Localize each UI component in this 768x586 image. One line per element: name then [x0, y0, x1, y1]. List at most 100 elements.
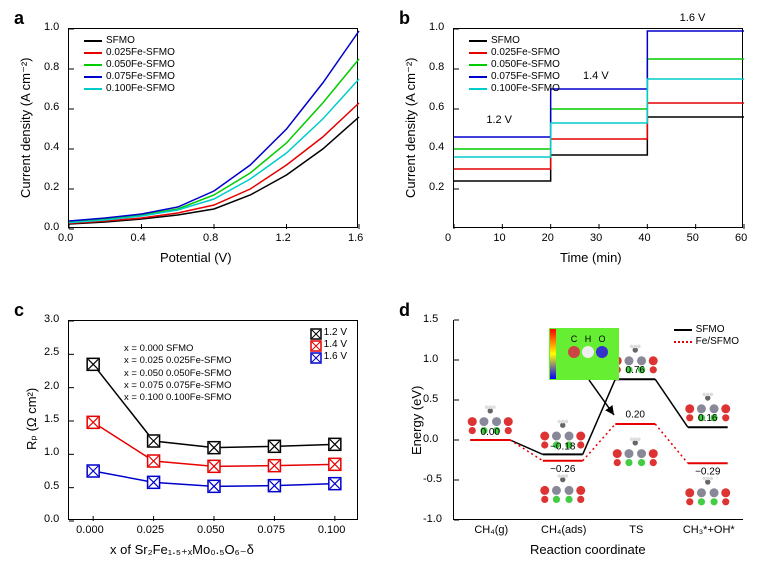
xtick: 0.8 [203, 232, 218, 244]
xstep: TS [606, 524, 666, 536]
xtick: 0.0 [58, 232, 73, 244]
panel-d-legend: SFMOFe/SFMO [674, 324, 739, 348]
panel-a-ylabel: Current density (A cm⁻²) [18, 57, 34, 198]
panel-d-label: d [399, 300, 410, 321]
voltage-annotation: 1.4 V [583, 70, 609, 82]
xstep: CH₄(ads) [534, 524, 594, 536]
panel-d-plot: 0.00−0.18−0.260.760.200.16−0.29CHO SFMOF… [453, 320, 743, 520]
svg-text:−0.18: −0.18 [550, 442, 576, 453]
xtick: 1.6 [348, 232, 363, 244]
xtick: 0.075 [257, 524, 285, 536]
panel-c-ylabel: Rₚ (Ω cm²) [24, 388, 40, 450]
legend-text: 0.050Fe-SFMO [491, 59, 560, 70]
svg-text:0.00: 0.00 [481, 427, 501, 438]
svg-text:0.16: 0.16 [698, 413, 718, 424]
xtick: 0.025 [137, 524, 165, 536]
legend-text: 1.6 V [324, 351, 347, 362]
legend-item: 0.050Fe-SFMO [469, 59, 560, 70]
panel-b-plot: SFMO0.025Fe-SFMO0.050Fe-SFMO0.075Fe-SFMO… [453, 28, 743, 228]
legend-item: 0.050Fe-SFMO [84, 59, 175, 70]
legend-text: 0.075Fe-SFMO [491, 71, 560, 82]
ytick: 0.2 [44, 181, 59, 193]
ytick: 0.0 [423, 433, 438, 445]
ytick: 0.4 [44, 141, 59, 153]
xtick: 30 [590, 232, 602, 244]
ytick: 1.5 [44, 413, 59, 425]
legend-text: 0.100Fe-SFMO [491, 83, 560, 94]
composition-label: x = 0.025 0.025Fe-SFMO [124, 355, 231, 367]
legend-item: SFMO [84, 35, 175, 46]
legend-text: SFMO [491, 35, 520, 46]
ytick: 1.0 [429, 21, 444, 33]
xtick: 1.2 [276, 232, 291, 244]
legend-item: 0.100Fe-SFMO [84, 83, 175, 94]
composition-label: x = 0.100 0.100Fe-SFMO [124, 392, 231, 404]
panel-c: c 1.2 V1.4 V1.6 V x = 0.000 SFMOx = 0.02… [10, 300, 370, 580]
ytick: 0.5 [423, 393, 438, 405]
svg-text:0.20: 0.20 [626, 410, 646, 421]
panel-a-legend: SFMO0.025Fe-SFMO0.050Fe-SFMO0.075Fe-SFMO… [84, 35, 175, 95]
svg-text:O: O [598, 334, 605, 344]
xtick: 60 [735, 232, 747, 244]
legend-item: 0.025Fe-SFMO [84, 47, 175, 58]
legend-item: SFMO [674, 324, 739, 335]
legend-text: 1.2 V [324, 327, 347, 338]
panel-a-plot: SFMO0.025Fe-SFMO0.050Fe-SFMO0.075Fe-SFMO… [68, 28, 358, 228]
legend-text: 0.100Fe-SFMO [106, 83, 175, 94]
ytick: 0.6 [429, 101, 444, 113]
ytick: 0.6 [44, 101, 59, 113]
voltage-annotation: 1.6 V [680, 12, 706, 24]
voltage-annotation: 1.2 V [486, 114, 512, 126]
xtick: 0.100 [318, 524, 346, 536]
panel-a: a SFMO0.025Fe-SFMO0.050Fe-SFMO0.075Fe-SF… [10, 8, 370, 278]
legend-item: 0.100Fe-SFMO [469, 83, 560, 94]
panel-b-xlabel: Time (min) [560, 250, 622, 265]
xtick: 20 [542, 232, 554, 244]
ytick: -0.5 [423, 473, 442, 485]
ytick: 1.0 [423, 353, 438, 365]
legend-text: SFMO [696, 324, 725, 335]
ytick: 0.0 [44, 221, 59, 233]
panel-a-xlabel: Potential (V) [160, 250, 232, 265]
legend-text: Fe/SFMO [696, 336, 739, 347]
xtick: 40 [638, 232, 650, 244]
panel-a-label: a [14, 8, 24, 29]
panel-b: b SFMO0.025Fe-SFMO0.050Fe-SFMO0.075Fe-SF… [395, 8, 755, 278]
panel-b-legend: SFMO0.025Fe-SFMO0.050Fe-SFMO0.075Fe-SFMO… [469, 35, 560, 95]
ytick: 2.5 [44, 346, 59, 358]
panel-d-svg: 0.00−0.18−0.260.760.200.16−0.29CHO [454, 320, 744, 520]
composition-label: x = 0.075 0.075Fe-SFMO [124, 380, 231, 392]
ytick: 0.5 [44, 480, 59, 492]
ytick: 0.0 [44, 513, 59, 525]
xstep: CH₄(g) [461, 524, 521, 536]
xstep: CH₃*+OH* [679, 524, 739, 536]
legend-text: SFMO [106, 35, 135, 46]
xtick: 0.000 [76, 524, 104, 536]
xtick: 0.050 [197, 524, 225, 536]
ytick: 2.0 [44, 380, 59, 392]
legend-text: 0.050Fe-SFMO [106, 59, 175, 70]
legend-item: 0.025Fe-SFMO [469, 47, 560, 58]
panel-b-label: b [399, 8, 410, 29]
legend-text: 0.075Fe-SFMO [106, 71, 175, 82]
xtick: 10 [493, 232, 505, 244]
legend-text: 0.025Fe-SFMO [491, 47, 560, 58]
svg-text:0.76: 0.76 [626, 365, 646, 376]
panel-c-textlabels: x = 0.000 SFMOx = 0.025 0.025Fe-SFMOx = … [124, 343, 231, 405]
ytick: 1.0 [44, 446, 59, 458]
svg-text:C: C [571, 334, 578, 344]
legend-text: 0.025Fe-SFMO [106, 47, 175, 58]
xtick: 0 [445, 232, 451, 244]
legend-item: 1.2 V [310, 327, 347, 338]
ytick: 1.5 [423, 313, 438, 325]
legend-item: 1.4 V [310, 339, 347, 350]
legend-item: SFMO [469, 35, 560, 46]
svg-text:H: H [585, 334, 592, 344]
panel-d: d 0.00−0.18−0.260.760.200.16−0.29CHO SFM… [395, 300, 755, 580]
legend-text: 1.4 V [324, 339, 347, 350]
panel-d-xlabel: Reaction coordinate [530, 542, 646, 557]
panel-c-legend: 1.2 V1.4 V1.6 V [310, 327, 347, 363]
ytick: 0.8 [429, 61, 444, 73]
ytick: 3.0 [44, 313, 59, 325]
ytick: 0.4 [429, 141, 444, 153]
